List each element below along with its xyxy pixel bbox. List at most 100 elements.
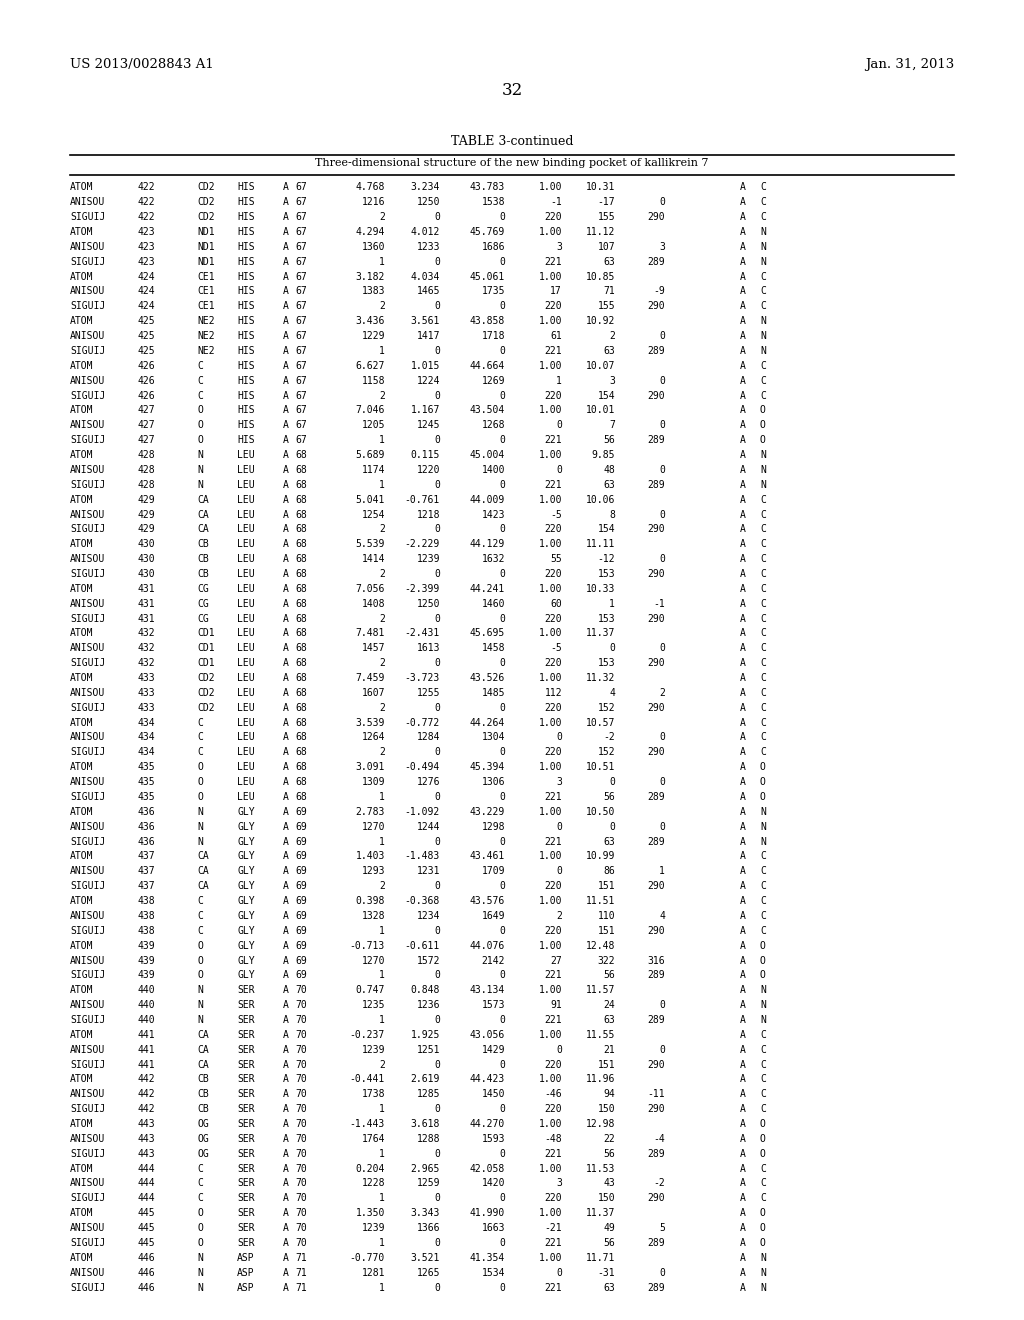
Text: O: O (197, 792, 203, 803)
Text: LEU: LEU (237, 643, 255, 653)
Text: 290: 290 (647, 882, 665, 891)
Text: C: C (760, 391, 766, 400)
Text: A: A (283, 1104, 289, 1114)
Text: 1255: 1255 (417, 688, 440, 698)
Text: N: N (197, 821, 203, 832)
Text: 444: 444 (137, 1164, 155, 1173)
Text: GLY: GLY (237, 821, 255, 832)
Text: ANISOU: ANISOU (70, 911, 105, 921)
Text: 431: 431 (137, 614, 155, 623)
Text: 1.015: 1.015 (411, 360, 440, 371)
Text: A: A (283, 510, 289, 520)
Text: A: A (283, 956, 289, 965)
Text: ATOM: ATOM (70, 1119, 93, 1129)
Text: SER: SER (237, 1030, 255, 1040)
Text: SIGUIJ: SIGUIJ (70, 925, 105, 936)
Text: A: A (740, 956, 745, 965)
Text: 2: 2 (379, 882, 385, 891)
Text: 2: 2 (379, 524, 385, 535)
Text: ATOM: ATOM (70, 1030, 93, 1040)
Text: 438: 438 (137, 896, 155, 906)
Text: C: C (760, 272, 766, 281)
Text: LEU: LEU (237, 659, 255, 668)
Text: C: C (760, 182, 766, 193)
Text: -2.229: -2.229 (404, 540, 440, 549)
Text: 44.264: 44.264 (470, 718, 505, 727)
Text: -2.399: -2.399 (404, 583, 440, 594)
Text: 426: 426 (137, 391, 155, 400)
Text: 1284: 1284 (417, 733, 440, 742)
Text: LEU: LEU (237, 614, 255, 623)
Text: 434: 434 (137, 747, 155, 758)
Text: 1281: 1281 (361, 1267, 385, 1278)
Text: A: A (283, 331, 289, 341)
Text: 150: 150 (597, 1193, 615, 1204)
Text: 1414: 1414 (361, 554, 385, 564)
Text: 0: 0 (499, 614, 505, 623)
Text: 0: 0 (499, 792, 505, 803)
Text: 430: 430 (137, 540, 155, 549)
Text: 0: 0 (434, 614, 440, 623)
Text: 0: 0 (434, 1104, 440, 1114)
Text: A: A (740, 1208, 745, 1218)
Text: 107: 107 (597, 242, 615, 252)
Text: 0.204: 0.204 (355, 1164, 385, 1173)
Text: 1450: 1450 (481, 1089, 505, 1100)
Text: A: A (740, 540, 745, 549)
Text: SIGUIJ: SIGUIJ (70, 1015, 105, 1024)
Text: 68: 68 (295, 614, 307, 623)
Text: ANISOU: ANISOU (70, 286, 105, 297)
Text: C: C (760, 851, 766, 862)
Text: A: A (740, 1044, 745, 1055)
Text: 1: 1 (379, 1015, 385, 1024)
Text: A: A (283, 1179, 289, 1188)
Text: A: A (283, 301, 289, 312)
Text: 69: 69 (295, 851, 307, 862)
Text: A: A (283, 807, 289, 817)
Text: -2.431: -2.431 (404, 628, 440, 639)
Text: 11.12: 11.12 (586, 227, 615, 238)
Text: HIS: HIS (237, 182, 255, 193)
Text: 439: 439 (137, 941, 155, 950)
Text: O: O (760, 792, 766, 803)
Text: LEU: LEU (237, 733, 255, 742)
Text: A: A (740, 599, 745, 609)
Text: 68: 68 (295, 688, 307, 698)
Text: 0: 0 (434, 257, 440, 267)
Text: A: A (740, 1253, 745, 1263)
Text: 2: 2 (379, 702, 385, 713)
Text: A: A (283, 272, 289, 281)
Text: C: C (760, 1193, 766, 1204)
Text: ATOM: ATOM (70, 317, 93, 326)
Text: 1.00: 1.00 (539, 1074, 562, 1085)
Text: 70: 70 (295, 1164, 307, 1173)
Text: A: A (740, 450, 745, 461)
Text: A: A (283, 1060, 289, 1069)
Text: GLY: GLY (237, 956, 255, 965)
Text: A: A (283, 837, 289, 846)
Text: C: C (760, 1104, 766, 1114)
Text: C: C (760, 882, 766, 891)
Text: 427: 427 (137, 420, 155, 430)
Text: 67: 67 (295, 360, 307, 371)
Text: 10.92: 10.92 (586, 317, 615, 326)
Text: 1573: 1573 (481, 1001, 505, 1010)
Text: 67: 67 (295, 227, 307, 238)
Text: 68: 68 (295, 762, 307, 772)
Text: 1.00: 1.00 (539, 583, 562, 594)
Text: A: A (740, 1119, 745, 1129)
Text: 220: 220 (545, 659, 562, 668)
Text: A: A (740, 1267, 745, 1278)
Text: 0: 0 (556, 465, 562, 475)
Text: 0: 0 (434, 436, 440, 445)
Text: 8: 8 (609, 510, 615, 520)
Text: 1: 1 (609, 599, 615, 609)
Text: 425: 425 (137, 346, 155, 356)
Text: 68: 68 (295, 583, 307, 594)
Text: 0: 0 (609, 821, 615, 832)
Text: -46: -46 (545, 1089, 562, 1100)
Text: SIGUIJ: SIGUIJ (70, 792, 105, 803)
Text: 5.689: 5.689 (355, 450, 385, 461)
Text: A: A (283, 733, 289, 742)
Text: A: A (740, 1074, 745, 1085)
